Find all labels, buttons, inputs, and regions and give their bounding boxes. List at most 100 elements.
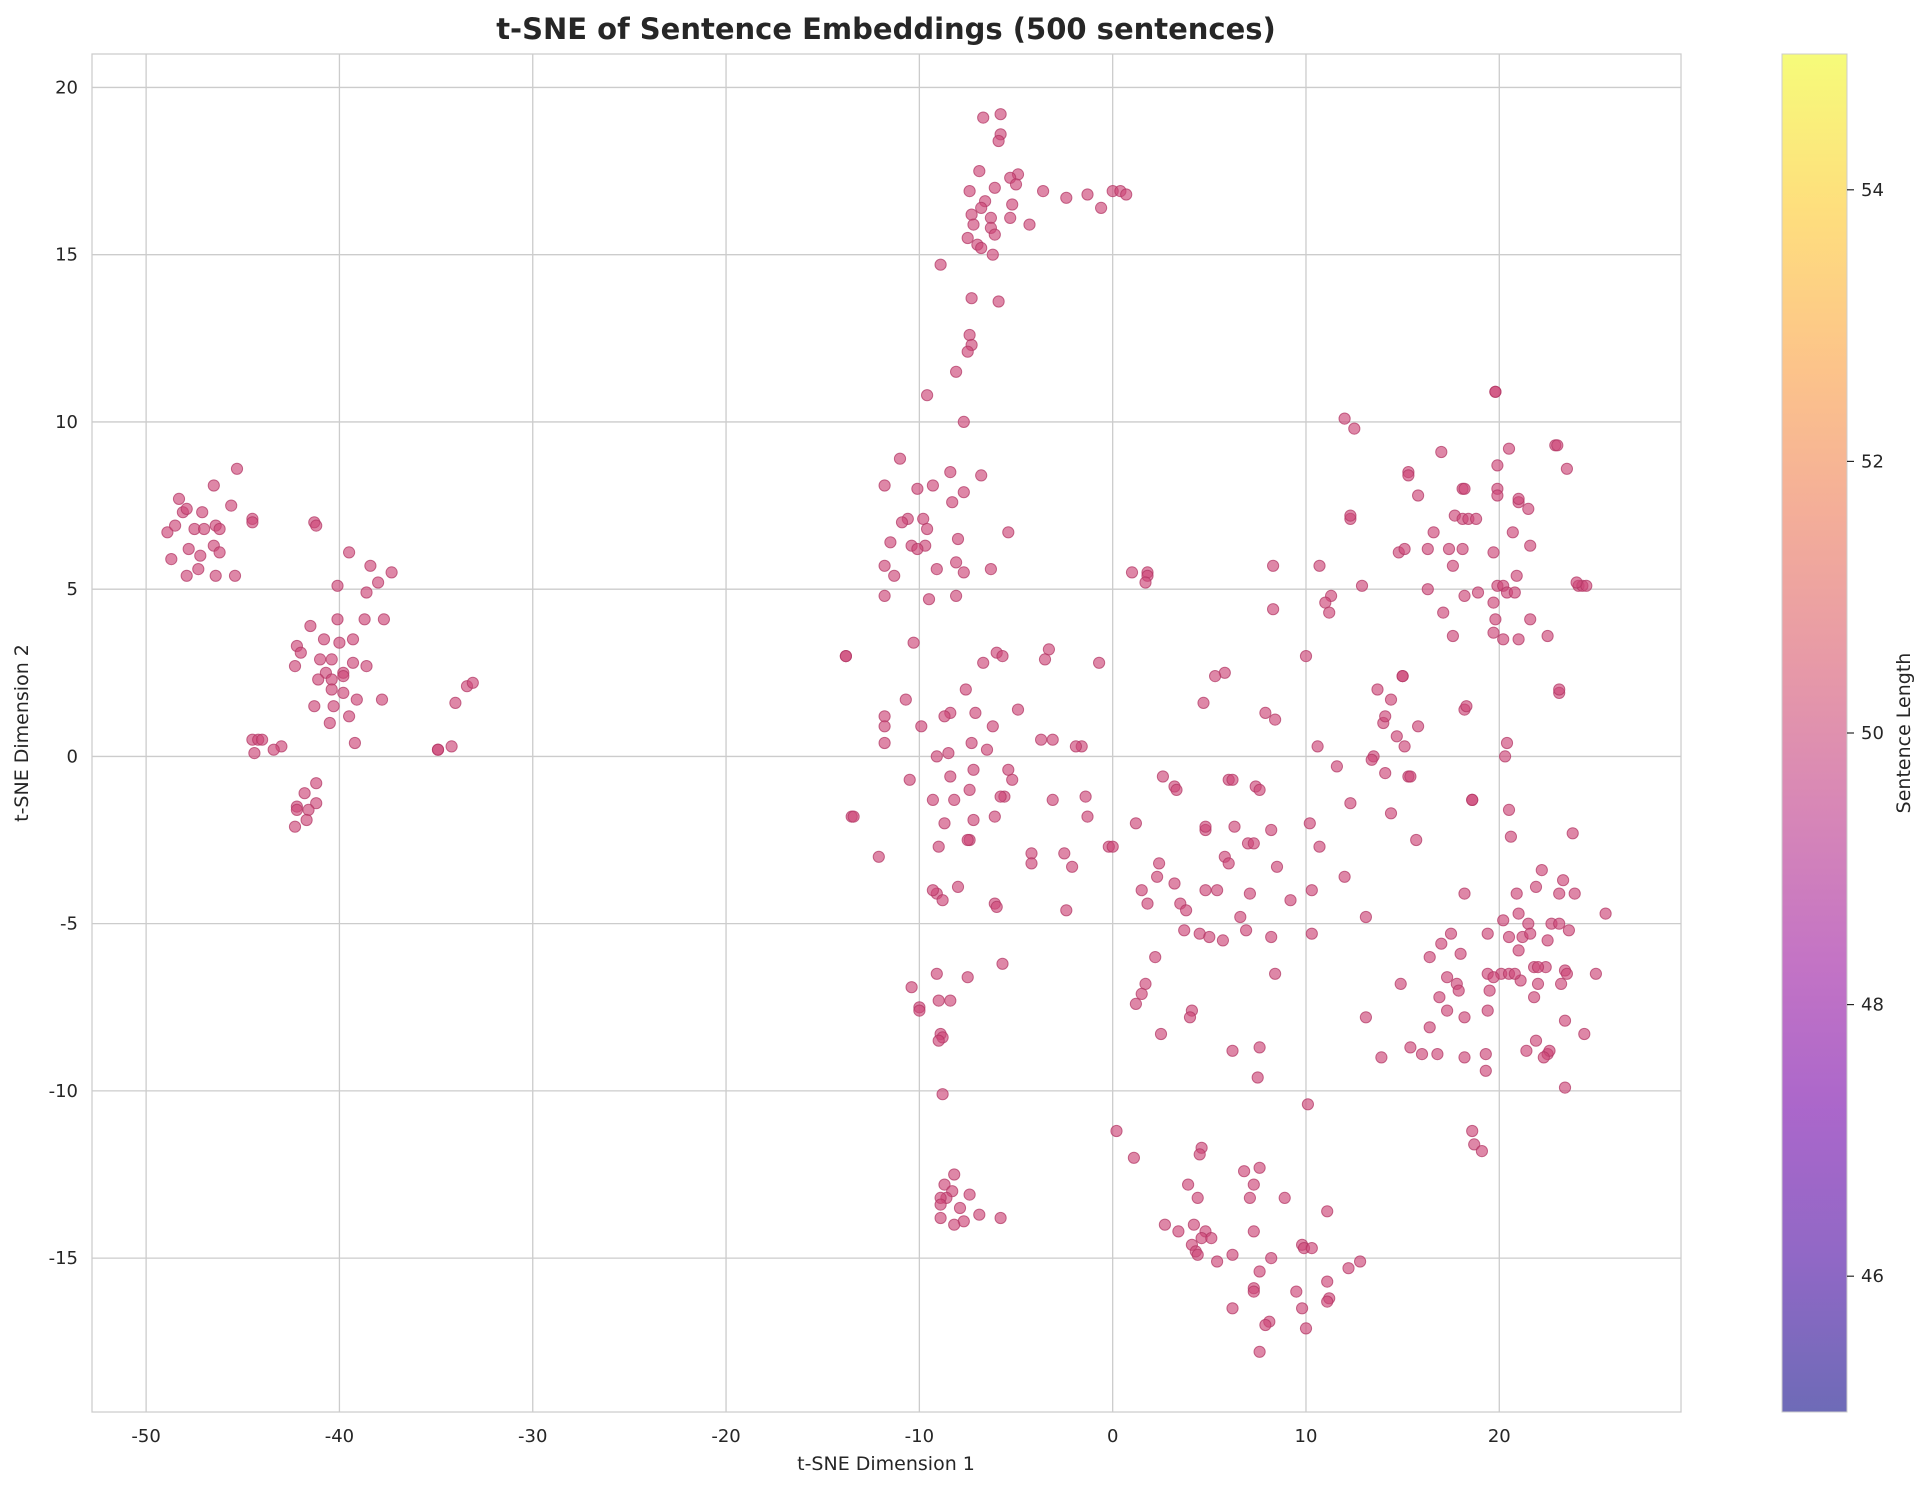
scatter-point	[926, 479, 940, 492]
scatter-point	[1359, 1011, 1373, 1024]
scatter-point	[1305, 884, 1318, 897]
scatter-point	[348, 736, 361, 750]
scatter-point	[1479, 1064, 1492, 1077]
scatter-point	[1247, 1285, 1260, 1298]
scatter-point	[1384, 693, 1398, 706]
scatter-point	[994, 108, 1007, 121]
y-tick-label: 15	[55, 245, 78, 266]
scatter-point	[1562, 924, 1576, 937]
scatter-point	[1313, 840, 1326, 853]
scatter-point	[1253, 1345, 1266, 1358]
colorbar-gradient	[1782, 54, 1847, 1412]
scatter-point	[1338, 870, 1351, 883]
scatter-point	[1446, 629, 1460, 643]
scatter-point	[1154, 1027, 1168, 1041]
scatter-point	[1390, 730, 1403, 743]
scatter-point	[1093, 656, 1106, 669]
scatter-point	[294, 646, 307, 659]
scatter-point	[1253, 783, 1266, 797]
scatter-point	[1541, 934, 1554, 947]
y-tick-label: 10	[55, 412, 78, 433]
x-tick-label: -50	[131, 1426, 160, 1447]
scatter-point	[922, 593, 936, 606]
scatter-point	[1512, 492, 1525, 505]
scatter-point	[1011, 703, 1025, 716]
scatter-point	[1512, 944, 1525, 957]
scatter-point	[1566, 827, 1579, 840]
scatter-point	[1303, 817, 1316, 830]
scatter-point	[161, 526, 174, 539]
scatter-point	[984, 563, 998, 576]
colorbar-tick-label: 48	[1861, 995, 1884, 1016]
scatter-point	[1402, 469, 1415, 482]
scatter-point	[1433, 991, 1446, 1004]
scatter-point	[1269, 713, 1282, 726]
scatter-point	[1502, 803, 1516, 817]
scatter-point	[246, 516, 259, 529]
scatter-point	[1006, 198, 1019, 211]
scatter-point	[878, 720, 891, 733]
scatter-point	[1398, 542, 1411, 556]
scatter-point	[934, 258, 947, 271]
colorbar-tick-label: 54	[1861, 180, 1884, 201]
scatter-point	[288, 660, 302, 673]
scatter-point	[1481, 1004, 1494, 1017]
scatter-point	[932, 994, 945, 1007]
scatter-point	[961, 833, 974, 847]
scatter-point	[288, 820, 302, 833]
scatter-point	[256, 733, 269, 746]
scatter-point	[938, 710, 951, 723]
scatter-point	[957, 486, 970, 499]
scatter-point	[1528, 991, 1541, 1004]
scatter-point	[1265, 1252, 1278, 1265]
scatter-point	[331, 579, 344, 592]
scatter-point	[1180, 904, 1193, 917]
scatter-point	[1247, 1178, 1260, 1191]
scatter-point	[965, 208, 978, 221]
scatter-point	[1491, 489, 1504, 502]
scatter-point	[1553, 917, 1566, 930]
scatter-point	[1323, 606, 1336, 619]
scatter-point	[213, 522, 226, 536]
scatter-point	[248, 747, 261, 760]
scatter-point	[1037, 185, 1050, 198]
scatter-point	[1524, 927, 1537, 940]
scatter-point	[1205, 1232, 1218, 1245]
scatter-point	[213, 546, 226, 559]
scatter-point	[961, 345, 974, 358]
scatter-point	[932, 1034, 945, 1047]
scatter-point	[1553, 683, 1566, 696]
scatter-point	[888, 569, 901, 582]
scatter-point	[1253, 1041, 1266, 1054]
scatter-point	[878, 589, 891, 603]
y-tick-label: 5	[67, 579, 78, 600]
scatter-point	[198, 522, 211, 536]
y-axis-label: t-SNE Dimension 2	[11, 644, 33, 822]
scatter-point	[1058, 847, 1071, 860]
scatter-point	[327, 700, 340, 713]
x-tick-label: 20	[1488, 1426, 1511, 1447]
x-tick-label: -40	[325, 1426, 354, 1447]
scatter-point	[996, 957, 1009, 970]
scatter-point	[992, 134, 1005, 148]
scatter-point	[1512, 633, 1525, 646]
scatter-point	[1238, 1165, 1251, 1178]
scatter-point	[1069, 740, 1083, 753]
scatter-point	[360, 660, 373, 673]
scatter-point	[343, 546, 356, 559]
scatter-point	[1265, 930, 1278, 944]
scatter-point	[986, 248, 999, 261]
scatter-point	[1415, 1048, 1429, 1061]
scatter-point	[973, 1208, 986, 1221]
scatter-point	[878, 559, 891, 572]
scatter-point	[1578, 1027, 1591, 1041]
scatter-point	[1060, 904, 1073, 917]
scatter-point	[921, 389, 934, 402]
scatter-point	[878, 736, 891, 750]
scatter-point	[1570, 576, 1583, 589]
scatter-point	[1191, 1248, 1204, 1261]
scatter-point	[1216, 934, 1230, 947]
scatter-point	[325, 653, 338, 666]
y-tick-label: -5	[60, 914, 78, 935]
scatter-point	[1384, 807, 1398, 820]
